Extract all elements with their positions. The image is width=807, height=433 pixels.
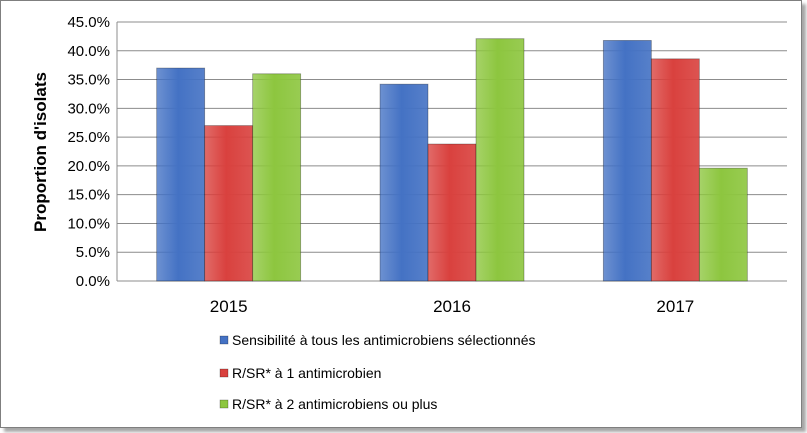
legend-swatch — [219, 399, 229, 409]
bar-2015-series-2 — [204, 125, 254, 282]
bar-2017-series-2 — [650, 58, 700, 282]
x-category-label: 2016 — [433, 297, 471, 316]
y-tick-label: 35.0% — [67, 72, 110, 89]
bar-2015-series-1 — [156, 67, 206, 282]
y-tick-labels: 0.0% 5.0% 10.0% 15.0% 20.0% 25.0% 30.0% 35.0% 40… — [67, 14, 110, 290]
legend-entry: R/SR* à 2 antimicrobiens ou plus — [232, 396, 437, 412]
y-tick-label: 5.0% — [76, 244, 110, 261]
x-category-label: 2017 — [656, 297, 694, 316]
bar-2016-series-2 — [427, 143, 477, 282]
y-tick-label: 0.0% — [76, 273, 110, 290]
legend-swatch — [219, 335, 229, 345]
bars — [156, 38, 748, 282]
y-tick-label: 45.0% — [67, 14, 110, 31]
bar-2016-series-3 — [475, 38, 525, 282]
bar-2015-series-3 — [252, 73, 302, 282]
y-tick-label: 30.0% — [67, 100, 110, 117]
bar-2016-series-1 — [379, 83, 429, 282]
x-category-label: 2015 — [210, 297, 248, 316]
bar-2017-series-1 — [602, 40, 652, 282]
y-tick-label: 10.0% — [67, 215, 110, 232]
x-category-labels: 2015 2016 2017 — [210, 297, 694, 316]
y-tick-label: 25.0% — [67, 129, 110, 146]
legend-entry: Sensibilité à tous les antimicrobiens sé… — [232, 332, 536, 348]
y-tick-label: 40.0% — [67, 43, 110, 60]
legend-swatch — [219, 368, 229, 378]
legend-entry: R/SR* à 1 antimicrobien — [232, 365, 381, 381]
y-tick-label: 15.0% — [67, 187, 110, 204]
legend: Sensibilité à tous les antimicrobiens sé… — [219, 332, 536, 412]
y-axis-label: Proportion d'isolats — [31, 72, 50, 232]
bar-2017-series-3 — [698, 167, 748, 282]
y-tick-label: 20.0% — [67, 158, 110, 175]
